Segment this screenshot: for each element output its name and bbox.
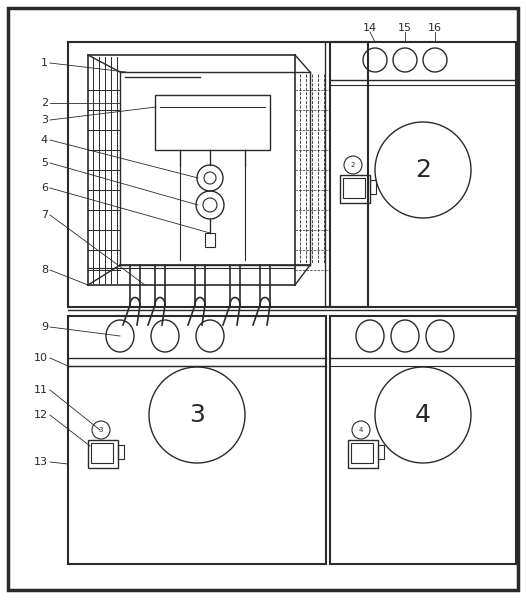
- Text: 11: 11: [34, 385, 48, 395]
- Bar: [340, 175, 370, 203]
- Bar: [155, 95, 270, 150]
- Bar: [351, 443, 373, 463]
- Bar: [348, 440, 378, 468]
- Bar: [68, 42, 368, 307]
- Text: 5: 5: [41, 158, 48, 168]
- Text: 14: 14: [363, 23, 377, 33]
- Text: 13: 13: [34, 457, 48, 467]
- Text: 10: 10: [34, 353, 48, 363]
- Bar: [330, 316, 516, 564]
- Text: 4: 4: [41, 135, 48, 145]
- Text: 16: 16: [428, 23, 442, 33]
- Text: 7: 7: [41, 210, 48, 220]
- Bar: [378, 445, 384, 459]
- Text: 2: 2: [415, 158, 431, 182]
- Text: 12: 12: [34, 410, 48, 420]
- Bar: [343, 178, 365, 198]
- Text: 4: 4: [359, 427, 363, 433]
- Text: 3: 3: [41, 115, 48, 125]
- Bar: [330, 42, 516, 307]
- Bar: [118, 445, 124, 459]
- Text: 9: 9: [41, 322, 48, 332]
- Text: 1: 1: [41, 58, 48, 68]
- Text: 8: 8: [41, 265, 48, 275]
- Text: 3: 3: [189, 403, 205, 427]
- Text: 2: 2: [41, 98, 48, 108]
- Bar: [91, 443, 113, 463]
- Bar: [68, 316, 326, 564]
- Text: 2: 2: [351, 162, 355, 168]
- Text: 6: 6: [41, 183, 48, 193]
- Bar: [370, 180, 376, 194]
- Bar: [205, 233, 215, 247]
- Text: 3: 3: [99, 427, 103, 433]
- Bar: [88, 440, 118, 468]
- Text: 4: 4: [415, 403, 431, 427]
- Text: 15: 15: [398, 23, 412, 33]
